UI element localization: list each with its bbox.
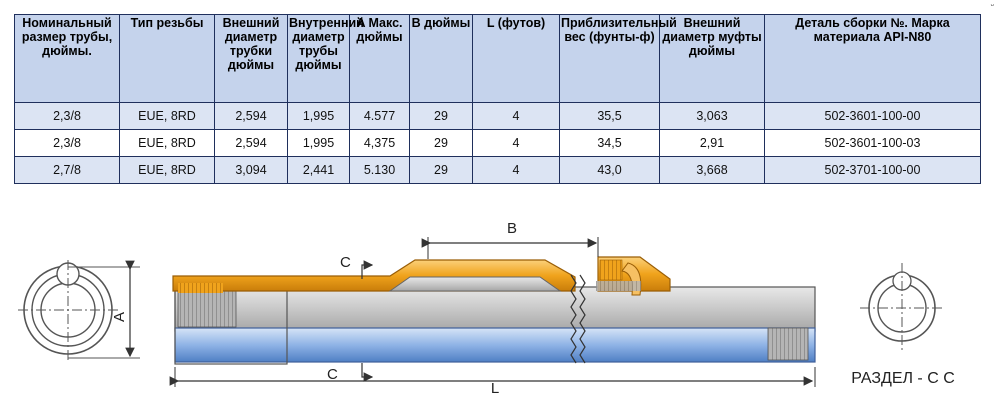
table-cell: 5.130 — [349, 156, 410, 184]
table-cell: 2,7/8 — [14, 156, 120, 184]
table-cell: EUE, 8RD — [119, 156, 215, 184]
table-cell: 2,441 — [287, 156, 350, 184]
mandrel-body — [172, 256, 816, 365]
section-view-right — [860, 263, 944, 353]
header-b: B дюймы — [409, 14, 473, 103]
table-cell: 1,995 — [287, 102, 350, 130]
table-cell: 502-3601-100-03 — [764, 129, 981, 157]
table-cell: 4 — [472, 102, 560, 130]
section-c-bottom-label: C — [327, 366, 338, 383]
table-cell: 2,594 — [214, 129, 288, 157]
end-view-left — [18, 260, 140, 360]
section-c-top-label: C — [340, 254, 351, 271]
table-cell: 4,375 — [349, 129, 410, 157]
table-cell: 29 — [409, 129, 473, 157]
mandrel-drawing: A B C C L — [18, 220, 955, 397]
table-header-row: Номинальный размер трубы, дюймы. Тип рез… — [14, 14, 981, 103]
table-row: 2,7/8 EUE, 8RD 3,094 2,441 5.130 29 4 43… — [14, 156, 981, 184]
table-cell: 43,0 — [559, 156, 660, 184]
table-cell: 29 — [409, 156, 473, 184]
table-cell: 4 — [472, 156, 560, 184]
header-a-max: A Макс. дюймы — [349, 14, 410, 103]
table-cell: 3,668 — [659, 156, 765, 184]
header-outer-diameter: Внешний диаметр трубки дюймы — [214, 14, 288, 103]
header-part-number: Деталь сборки №. Марка материала API-N80 — [764, 14, 981, 103]
table-cell: 2,3/8 — [14, 129, 120, 157]
table-row: 2,3/8 EUE, 8RD 2,594 1,995 4,375 29 4 34… — [14, 129, 981, 157]
table-cell: 35,5 — [559, 102, 660, 130]
corner-mark: ᵕ — [990, 0, 994, 10]
dimension-l-label: L — [491, 380, 499, 397]
header-inner-diameter: Внутренний диаметр трубы дюймы — [287, 14, 364, 103]
table-cell: 29 — [409, 102, 473, 130]
table-cell: 2,594 — [214, 102, 288, 130]
table-cell: 2,3/8 — [14, 102, 120, 130]
dimension-b-label: B — [507, 220, 517, 237]
header-l: L (футов) — [472, 14, 560, 103]
table-cell: 3,094 — [214, 156, 288, 184]
table-cell: 502-3601-100-00 — [764, 102, 981, 130]
table-cell: 34,5 — [559, 129, 660, 157]
table-cell: EUE, 8RD — [119, 129, 215, 157]
header-approx-weight: Приблизительный вес (фунты-ф) — [559, 14, 677, 103]
table-row: 2,3/8 EUE, 8RD 2,594 1,995 4.577 29 4 35… — [14, 102, 981, 130]
header-thread-type: Тип резьбы — [119, 14, 215, 103]
table-cell: 4 — [472, 129, 560, 157]
table-cell: 4.577 — [349, 102, 410, 130]
table-cell: 1,995 — [287, 129, 350, 157]
table-cell: 2,91 — [659, 129, 765, 157]
header-coupling-diameter: Внешний диаметр муфты дюймы — [659, 14, 765, 103]
spec-table: Номинальный размер трубы, дюймы. Тип рез… — [14, 14, 981, 184]
section-cc-label: РАЗДЕЛ - С С — [851, 370, 955, 387]
table-cell: EUE, 8RD — [119, 102, 215, 130]
header-nominal-size: Номинальный размер трубы, дюймы. — [14, 14, 120, 103]
dimension-a-label: A — [111, 312, 128, 322]
table-cell: 502-3701-100-00 — [764, 156, 981, 184]
table-cell: 3,063 — [659, 102, 765, 130]
